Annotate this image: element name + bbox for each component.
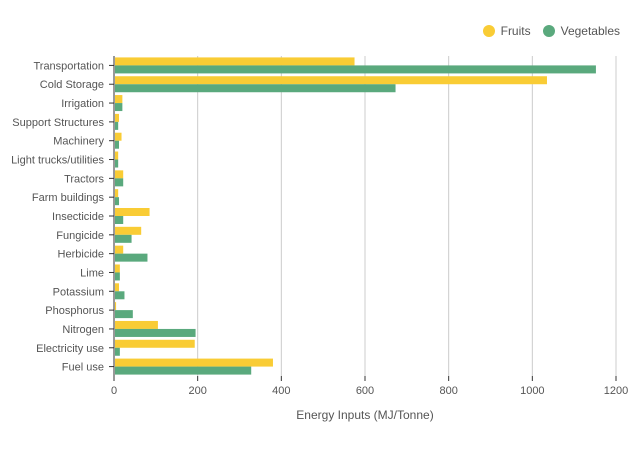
bar-vegetables bbox=[115, 159, 119, 168]
bar-fruits bbox=[115, 264, 120, 273]
x-tick-label: 600 bbox=[356, 385, 374, 397]
x-axis-title: Energy Inputs (MJ/Tonne) bbox=[296, 408, 434, 422]
bar-fruits bbox=[115, 226, 142, 235]
bar-fruits bbox=[115, 170, 124, 179]
bar-vegetables bbox=[115, 197, 120, 206]
x-tick-label: 800 bbox=[439, 385, 457, 397]
y-tick-label: Herbicide bbox=[58, 249, 104, 261]
bar-fruits bbox=[115, 132, 122, 141]
y-tick-label: Tractors bbox=[64, 173, 104, 185]
bar-vegetables bbox=[115, 253, 148, 262]
x-tick-label: 1000 bbox=[520, 385, 544, 397]
x-tick-label: 200 bbox=[188, 385, 206, 397]
y-tick-label: Transportation bbox=[33, 60, 104, 72]
y-tick-label: Fuel use bbox=[62, 362, 104, 374]
bar-vegetables bbox=[115, 366, 252, 375]
x-tick-label: 0 bbox=[111, 385, 117, 397]
legend-swatch-vegetables bbox=[542, 25, 555, 37]
bar-fruits bbox=[115, 320, 158, 329]
y-tick-label: Irrigation bbox=[61, 98, 104, 110]
y-tick-label: Electricity use bbox=[36, 343, 104, 355]
y-tick-label: Phosphorus bbox=[45, 305, 104, 317]
y-tick-label: Support Structures bbox=[12, 117, 104, 129]
legend-item-fruits[interactable]: Fruits bbox=[482, 24, 531, 38]
bar-vegetables bbox=[115, 121, 119, 130]
y-tick-label: Cold Storage bbox=[40, 79, 104, 91]
legend-swatch-fruits bbox=[482, 25, 495, 37]
legend: Fruits Vegetables bbox=[482, 24, 620, 38]
bar-fruits bbox=[115, 76, 547, 85]
y-tick-label: Machinery bbox=[53, 136, 104, 148]
bar-fruits bbox=[115, 189, 119, 198]
bar-fruits bbox=[115, 113, 120, 122]
bar-vegetables bbox=[115, 103, 123, 112]
bar-vegetables bbox=[115, 347, 120, 356]
bar-vegetables bbox=[115, 84, 396, 93]
bar-fruits bbox=[115, 302, 117, 311]
bar-vegetables bbox=[115, 178, 124, 187]
bar-vegetables bbox=[115, 328, 196, 337]
bar-fruits bbox=[115, 358, 273, 367]
legend-item-vegetables[interactable]: Vegetables bbox=[542, 24, 620, 38]
legend-label-vegetables: Vegetables bbox=[560, 24, 620, 38]
y-tick-label: Potassium bbox=[53, 286, 104, 298]
bar-vegetables bbox=[115, 310, 133, 319]
bar-fruits bbox=[115, 208, 150, 216]
y-tick-label: Lime bbox=[80, 267, 104, 279]
y-tick-label: Nitrogen bbox=[62, 324, 104, 336]
bar-fruits bbox=[115, 245, 124, 254]
bar-vegetables bbox=[115, 65, 596, 74]
y-tick-label: Fungicide bbox=[56, 230, 104, 242]
bar-fruits bbox=[115, 95, 123, 104]
bar-vegetables bbox=[115, 272, 120, 281]
y-tick-label: Insecticide bbox=[52, 211, 104, 223]
bar-fruits bbox=[115, 339, 195, 348]
bar-fruits bbox=[115, 283, 120, 292]
bar-vegetables bbox=[115, 234, 132, 243]
x-tick-label: 1200 bbox=[604, 385, 628, 397]
bar-fruits bbox=[115, 151, 119, 160]
bar-vegetables bbox=[115, 291, 125, 300]
x-tick-label: 400 bbox=[272, 385, 290, 397]
y-tick-label: Light trucks/utilities bbox=[11, 155, 104, 167]
bar-fruits bbox=[115, 57, 355, 66]
y-tick-label: Farm buildings bbox=[32, 192, 105, 204]
bar-vegetables bbox=[115, 140, 120, 149]
legend-label-fruits: Fruits bbox=[500, 24, 531, 38]
bar-vegetables bbox=[115, 216, 124, 224]
